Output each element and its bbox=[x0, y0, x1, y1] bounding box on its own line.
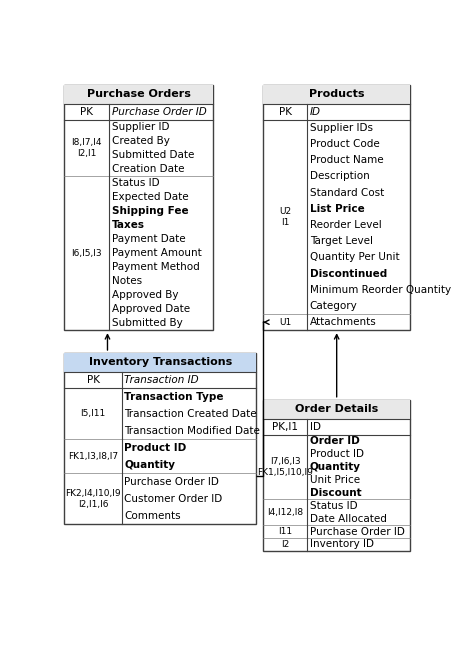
Text: U1: U1 bbox=[279, 318, 291, 327]
Text: Status ID: Status ID bbox=[112, 178, 159, 188]
Text: I7,I6,I3
FK1,I5,I10,I9: I7,I6,I3 FK1,I5,I10,I9 bbox=[257, 457, 313, 477]
Text: Purchase Order ID: Purchase Order ID bbox=[125, 477, 219, 487]
Text: Created By: Created By bbox=[112, 136, 169, 146]
Bar bbox=[263, 400, 410, 551]
Text: I8,I7,I4
I2,I1: I8,I7,I4 I2,I1 bbox=[71, 138, 102, 158]
Text: ID: ID bbox=[310, 107, 321, 116]
Text: Supplier ID: Supplier ID bbox=[112, 122, 169, 132]
Text: Category: Category bbox=[310, 301, 357, 311]
Text: Transaction Modified Date: Transaction Modified Date bbox=[125, 426, 260, 436]
Text: Submitted By: Submitted By bbox=[112, 318, 182, 328]
Text: Comments: Comments bbox=[125, 511, 181, 521]
Text: Products: Products bbox=[309, 89, 364, 99]
Text: PK: PK bbox=[80, 107, 93, 116]
Text: Unit Price: Unit Price bbox=[310, 475, 360, 485]
Text: Standard Cost: Standard Cost bbox=[310, 188, 384, 198]
Text: Transaction Type: Transaction Type bbox=[125, 392, 224, 402]
Text: Attachments: Attachments bbox=[310, 317, 376, 327]
Text: List Price: List Price bbox=[310, 204, 364, 214]
Text: ID: ID bbox=[310, 422, 321, 432]
Text: I5,I11: I5,I11 bbox=[81, 409, 106, 418]
Text: Quantity Per Unit: Quantity Per Unit bbox=[310, 252, 400, 262]
Text: Customer Order ID: Customer Order ID bbox=[125, 494, 223, 504]
Text: FK1,I3,I8,I7: FK1,I3,I8,I7 bbox=[68, 452, 118, 460]
Text: PK: PK bbox=[279, 107, 292, 116]
Text: Status ID: Status ID bbox=[310, 501, 357, 511]
Text: Product ID: Product ID bbox=[125, 443, 187, 453]
Text: Inventory ID: Inventory ID bbox=[310, 540, 374, 549]
Text: Submitted Date: Submitted Date bbox=[112, 150, 194, 160]
Text: Order ID: Order ID bbox=[310, 436, 360, 447]
Text: Reorder Level: Reorder Level bbox=[310, 220, 382, 230]
Bar bbox=[64, 84, 213, 330]
Text: Date Allocated: Date Allocated bbox=[310, 513, 387, 524]
Text: Transaction ID: Transaction ID bbox=[125, 375, 199, 385]
Text: Product Name: Product Name bbox=[310, 155, 383, 165]
Text: Description: Description bbox=[310, 171, 369, 181]
Text: FK2,I4,I10,I9
I2,I1,I6: FK2,I4,I10,I9 I2,I1,I6 bbox=[65, 489, 121, 509]
Text: Payment Amount: Payment Amount bbox=[112, 248, 201, 258]
Text: PK,I1: PK,I1 bbox=[272, 422, 298, 432]
Text: Shipping Fee: Shipping Fee bbox=[112, 206, 188, 216]
Text: Target Level: Target Level bbox=[310, 236, 373, 246]
Text: I2: I2 bbox=[281, 540, 289, 549]
Text: Quantity: Quantity bbox=[125, 460, 175, 470]
Text: Transaction Created Date: Transaction Created Date bbox=[125, 409, 257, 419]
Text: Payment Date: Payment Date bbox=[112, 234, 185, 244]
Bar bbox=[263, 84, 410, 330]
Text: Creation Date: Creation Date bbox=[112, 164, 184, 174]
Text: Purchase Order ID: Purchase Order ID bbox=[112, 107, 206, 116]
Text: Discontinued: Discontinued bbox=[310, 269, 387, 279]
Text: Purchase Order ID: Purchase Order ID bbox=[310, 526, 405, 536]
Text: I4,I12,I8: I4,I12,I8 bbox=[267, 508, 303, 517]
Text: I11: I11 bbox=[278, 527, 292, 536]
Bar bbox=[64, 84, 213, 104]
Text: Discount: Discount bbox=[310, 488, 362, 498]
Text: Supplier IDs: Supplier IDs bbox=[310, 123, 373, 133]
Text: Approved By: Approved By bbox=[112, 290, 178, 300]
Bar bbox=[263, 400, 410, 419]
Text: Quantity: Quantity bbox=[310, 462, 361, 472]
Text: Taxes: Taxes bbox=[112, 220, 144, 230]
Text: Order Details: Order Details bbox=[295, 404, 378, 415]
Text: I6,I5,I3: I6,I5,I3 bbox=[71, 249, 102, 258]
Text: Minimum Reorder Quantity: Minimum Reorder Quantity bbox=[310, 284, 451, 295]
Text: Notes: Notes bbox=[112, 276, 142, 286]
Text: PK: PK bbox=[87, 375, 100, 385]
Text: Product Code: Product Code bbox=[310, 139, 380, 149]
Bar bbox=[263, 84, 410, 104]
Text: Expected Date: Expected Date bbox=[112, 192, 188, 202]
Text: Approved Date: Approved Date bbox=[112, 304, 190, 314]
Bar bbox=[64, 353, 257, 372]
Text: Product ID: Product ID bbox=[310, 449, 364, 459]
Text: U2
I1: U2 I1 bbox=[279, 207, 291, 227]
Bar bbox=[64, 353, 257, 524]
Text: Inventory Transactions: Inventory Transactions bbox=[89, 358, 232, 368]
Text: Purchase Orders: Purchase Orders bbox=[87, 89, 191, 99]
Text: Payment Method: Payment Method bbox=[112, 262, 199, 272]
